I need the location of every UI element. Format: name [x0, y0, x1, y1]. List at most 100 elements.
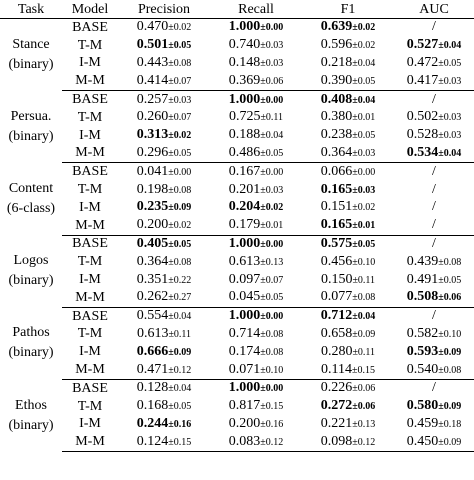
task-cell: Logos (binary)	[0, 235, 62, 307]
table-row: I-M 0.443±0.08 0.148±0.03 0.218±0.04 0.472±0…	[0, 55, 474, 73]
auc-value: 0.593±0.09	[407, 344, 462, 361]
task-cell: Stance (binary)	[0, 19, 62, 91]
table-row: T-M 0.168±0.05 0.817±0.15 0.272±0.06 0.580±0…	[0, 398, 474, 416]
recall-value: 0.613±0.13	[229, 254, 284, 271]
recall-mean: 0.174	[228, 343, 261, 359]
auc-std: ±0.04	[438, 147, 462, 159]
f1-mean: 0.221	[320, 415, 353, 431]
recall-mean: 0.188	[228, 127, 261, 143]
auc-value: /	[432, 164, 436, 181]
precision-std: ±0.02	[168, 220, 192, 232]
recall-cell: 0.188±0.04	[210, 127, 302, 145]
precision-cell: 0.364±0.08	[118, 253, 210, 271]
recall-cell: 0.714±0.08	[210, 326, 302, 344]
precision-value: 0.471±0.12	[137, 362, 192, 379]
auc-value: 0.508±0.06	[407, 289, 462, 306]
auc-std: ±0.05	[438, 57, 462, 69]
recall-cell: 0.201±0.03	[210, 181, 302, 199]
recall-cell: 0.740±0.03	[210, 37, 302, 55]
f1-cell: 0.280±0.11	[302, 343, 394, 361]
auc-mean: /	[432, 163, 436, 179]
f1-mean: 0.272	[320, 398, 353, 414]
f1-value: 0.658±0.09	[321, 326, 376, 343]
f1-value: 0.221±0.13	[321, 416, 376, 433]
recall-mean: 0.369	[228, 72, 261, 88]
f1-mean: 0.596	[320, 37, 353, 53]
f1-value: 0.238±0.05	[321, 127, 376, 144]
precision-cell: 0.262±0.27	[118, 288, 210, 308]
recall-value: 0.179±0.01	[229, 217, 284, 234]
model-cell: M-M	[62, 361, 118, 380]
auc-mean: 0.491	[406, 271, 439, 287]
f1-std: ±0.09	[352, 328, 376, 340]
auc-cell: /	[394, 216, 474, 236]
auc-value: 0.439±0.08	[407, 254, 462, 271]
auc-mean: /	[432, 199, 436, 215]
f1-mean: 0.639	[320, 19, 353, 35]
recall-mean: 0.179	[228, 217, 261, 233]
f1-std: ±0.04	[352, 94, 376, 106]
auc-std: ±0.10	[438, 328, 462, 340]
precision-value: 0.244±0.16	[137, 416, 192, 433]
f1-cell: 0.575±0.05	[302, 235, 394, 253]
table-row: Persua. (binary) BASE 0.257±0.03 1.000±0.00 0…	[0, 91, 474, 144]
f1-value: 0.408±0.04	[321, 92, 376, 109]
precision-mean: 0.613	[136, 325, 169, 341]
recall-std: ±0.03	[260, 57, 284, 69]
precision-cell: 0.128±0.04	[118, 379, 210, 397]
precision-mean: 0.405	[136, 235, 169, 251]
model-cell: M-M	[62, 72, 118, 92]
model-cell: BASE	[72, 164, 108, 180]
f1-std: ±0.06	[352, 401, 376, 413]
table-row: Content (6-class) BASE 0.041±0.00 0.167±0.00…	[0, 163, 474, 216]
precision-value: 0.128±0.04	[137, 380, 192, 397]
auc-cell: 0.450±0.09	[394, 433, 474, 453]
precision-value: 0.443±0.08	[137, 55, 192, 72]
precision-cell: 0.501±0.05	[118, 37, 210, 55]
precision-mean: 0.471	[136, 361, 169, 377]
precision-mean: 0.124	[136, 433, 169, 449]
recall-std: ±0.10	[260, 364, 284, 376]
auc-std: ±0.09	[438, 436, 462, 448]
precision-cell: 0.470±0.02	[118, 19, 210, 37]
f1-value: 0.596±0.02	[321, 37, 376, 54]
f1-mean: 0.114	[321, 361, 352, 377]
recall-std: ±0.11	[260, 112, 284, 124]
f1-mean: 0.280	[320, 343, 353, 359]
recall-std: ±0.00	[260, 383, 284, 395]
model-cell: BASE	[72, 380, 108, 396]
recall-value: 0.369±0.06	[229, 73, 284, 90]
auc-mean: 0.472	[406, 54, 439, 70]
precision-value: 0.613±0.11	[137, 326, 191, 343]
precision-mean: 0.262	[136, 289, 169, 305]
precision-cell: 0.405±0.05	[118, 235, 210, 253]
table-header: Task Model Precision Recall F1 AUC	[0, 0, 474, 19]
f1-value: 0.272±0.06	[321, 398, 376, 415]
task-type: (binary)	[8, 56, 54, 72]
table-body: Stance (binary) BASE 0.470±0.02 1.000±0.00 0.…	[0, 19, 474, 453]
auc-cell: 0.540±0.08	[394, 361, 474, 380]
recall-mean: 1.000	[228, 91, 261, 107]
precision-std: ±0.15	[168, 436, 192, 448]
recall-mean: 0.200	[228, 415, 261, 431]
auc-cell: /	[394, 307, 474, 325]
auc-std: ±0.06	[438, 292, 462, 304]
f1-cell: 0.658±0.09	[302, 326, 394, 344]
recall-value: 1.000±0.00	[229, 19, 284, 36]
precision-value: 0.168±0.05	[137, 398, 192, 415]
recall-cell: 0.725±0.11	[210, 109, 302, 127]
recall-cell: 1.000±0.00	[210, 307, 302, 325]
auc-cell: 0.439±0.08	[394, 253, 474, 271]
f1-value: 0.151±0.02	[321, 199, 376, 216]
auc-value: 0.417±0.03	[407, 73, 462, 90]
recall-value: 1.000±0.00	[229, 380, 284, 397]
recall-std: ±0.15	[260, 401, 284, 413]
model-cell: I-M	[79, 344, 101, 360]
recall-value: 0.486±0.05	[229, 145, 284, 162]
auc-mean: 0.580	[406, 398, 439, 414]
recall-mean: 1.000	[228, 380, 261, 396]
auc-mean: 0.540	[406, 361, 439, 377]
precision-cell: 0.351±0.22	[118, 271, 210, 289]
precision-cell: 0.235±0.09	[118, 199, 210, 217]
auc-mean: /	[432, 19, 436, 35]
